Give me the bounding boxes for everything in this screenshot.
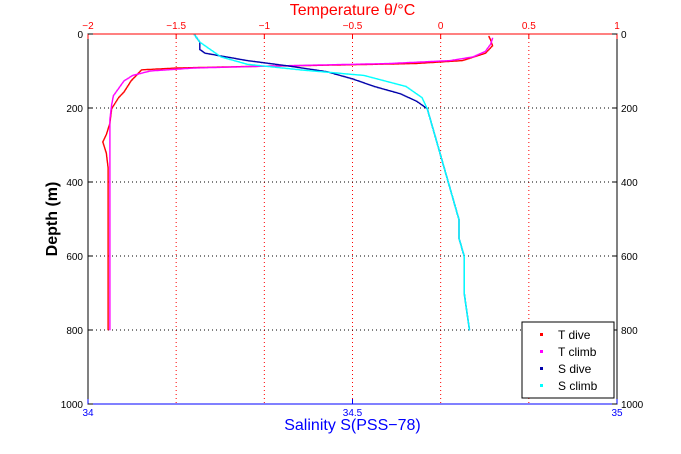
tick-label-depth-right: 0 — [621, 30, 627, 41]
series-dots — [109, 37, 494, 331]
legend-label-s-climb: S climb — [558, 379, 598, 393]
legend-marker-s-climb — [540, 384, 543, 387]
tick-label-salinity: 35 — [611, 408, 623, 419]
tick-label-temperature: 1 — [614, 21, 620, 32]
tick-label-depth-left: 600 — [66, 252, 83, 263]
series-dots — [102, 35, 494, 331]
tick-label-temperature: −2 — [82, 21, 94, 32]
tick-label-depth-right: 200 — [621, 104, 638, 115]
tick-label-depth-left: 0 — [77, 30, 83, 41]
tick-label-salinity: 34.5 — [343, 408, 363, 419]
legend-marker-t-dive — [540, 333, 543, 336]
tick-label-depth-left: 200 — [66, 104, 83, 115]
legend-marker-s-dive — [540, 367, 543, 370]
tick-label-depth-left: 400 — [66, 178, 83, 189]
tick-label-temperature: −1.5 — [166, 21, 186, 32]
tick-label-temperature: 0.5 — [522, 21, 536, 32]
tick-label-temperature: −0.5 — [343, 21, 363, 32]
bottom-axis-title: Salinity S(PSS−78) — [284, 417, 421, 434]
tick-label-depth-left: 800 — [66, 326, 83, 337]
top-axis-title: Temperature θ/°C — [290, 2, 416, 19]
tick-labels: −2 −1.5 −1 −0.5 0 0.5 1 34 34.5 35 0 0 200 200 400 400 6… — [61, 21, 644, 419]
y-axis-title: Depth (m) — [44, 182, 61, 257]
series-t-climb — [109, 37, 494, 331]
tick-label-depth-right: 400 — [621, 178, 638, 189]
legend-label-t-climb: T climb — [558, 345, 597, 359]
tick-label-salinity: 34 — [82, 408, 94, 419]
legend-marker-t-climb — [540, 350, 543, 353]
tick-label-depth-left: 1000 — [61, 400, 84, 411]
legend-box — [521, 321, 615, 399]
tick-label-depth-right: 1000 — [621, 400, 644, 411]
legend: T dive T climb S dive S climb — [521, 321, 615, 399]
tick-label-depth-right: 600 — [621, 252, 638, 263]
tick-label-depth-right: 800 — [621, 326, 638, 337]
series-t-dive — [102, 35, 494, 331]
legend-label-t-dive: T dive — [558, 328, 591, 342]
tick-label-temperature: −1 — [259, 21, 271, 32]
legend-label-s-dive: S dive — [558, 362, 592, 376]
tick-label-temperature: 0 — [438, 21, 444, 32]
